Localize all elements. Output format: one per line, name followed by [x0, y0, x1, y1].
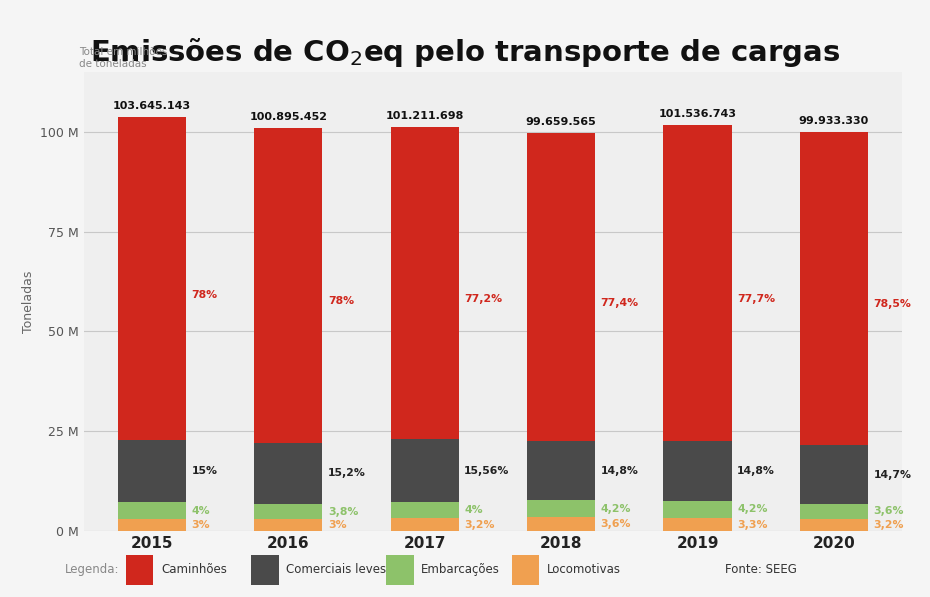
Text: 3,8%: 3,8%	[328, 507, 358, 516]
Bar	[118, 502, 186, 519]
Text: 77,4%: 77,4%	[601, 297, 639, 307]
FancyBboxPatch shape	[251, 555, 279, 585]
FancyBboxPatch shape	[512, 555, 539, 585]
Text: 103.645.143: 103.645.143	[113, 101, 191, 111]
Text: 77,2%: 77,2%	[464, 294, 502, 304]
Text: Total em milhões
de toneladas: Total em milhões de toneladas	[79, 47, 167, 69]
FancyBboxPatch shape	[126, 555, 153, 585]
Bar	[254, 128, 323, 442]
Bar	[527, 133, 595, 441]
Bar	[254, 519, 323, 531]
Bar	[254, 504, 323, 519]
Text: 78%: 78%	[192, 290, 218, 300]
Bar	[663, 501, 732, 518]
Bar	[391, 127, 458, 439]
Bar	[663, 125, 732, 441]
Text: 3,6%: 3,6%	[601, 519, 631, 529]
Text: 100.895.452: 100.895.452	[249, 112, 327, 122]
Text: 78%: 78%	[328, 296, 354, 306]
Text: 77,7%: 77,7%	[737, 294, 776, 304]
Text: 3,2%: 3,2%	[464, 520, 495, 530]
Text: Legenda:: Legenda:	[65, 562, 120, 576]
Bar	[391, 502, 458, 518]
Text: 101.211.698: 101.211.698	[386, 111, 464, 121]
Bar	[118, 440, 186, 502]
Text: 4,2%: 4,2%	[737, 504, 767, 515]
Text: 3,3%: 3,3%	[737, 519, 767, 530]
Bar	[118, 519, 186, 531]
Text: 101.536.743: 101.536.743	[658, 109, 737, 119]
Text: 4%: 4%	[464, 505, 483, 515]
Text: 99.659.565: 99.659.565	[525, 117, 596, 127]
Text: Caminhões: Caminhões	[161, 562, 227, 576]
Bar	[118, 117, 186, 440]
Text: 78,5%: 78,5%	[873, 299, 911, 309]
Text: Embarcações: Embarcações	[421, 562, 500, 576]
Bar	[800, 132, 868, 445]
FancyBboxPatch shape	[386, 555, 414, 585]
Bar	[800, 504, 868, 519]
Text: 99.933.330: 99.933.330	[799, 116, 869, 126]
Text: 4%: 4%	[192, 506, 210, 516]
Text: 3%: 3%	[192, 520, 210, 530]
Text: 15,2%: 15,2%	[328, 468, 365, 478]
Text: 14,8%: 14,8%	[737, 466, 775, 476]
Text: 3,6%: 3,6%	[873, 506, 904, 516]
Bar	[254, 442, 323, 504]
Text: 15%: 15%	[192, 466, 218, 476]
Bar	[663, 441, 732, 501]
Bar	[527, 500, 595, 517]
Text: Comerciais leves: Comerciais leves	[286, 562, 387, 576]
Text: 4,2%: 4,2%	[601, 504, 631, 513]
Text: Fonte: SEEG: Fonte: SEEG	[725, 562, 797, 576]
Y-axis label: Toneladas: Toneladas	[21, 270, 34, 333]
Text: 3%: 3%	[328, 520, 347, 530]
Text: Locomotivas: Locomotivas	[547, 562, 621, 576]
Bar	[391, 518, 458, 531]
Text: Emissões de CO$_2$eq pelo transporte de cargas: Emissões de CO$_2$eq pelo transporte de …	[90, 36, 840, 69]
Bar	[663, 518, 732, 531]
Bar	[527, 517, 595, 531]
Bar	[800, 445, 868, 504]
Text: 3,2%: 3,2%	[873, 520, 904, 530]
Text: 15,56%: 15,56%	[464, 466, 510, 476]
Text: 14,8%: 14,8%	[601, 466, 639, 476]
Bar	[527, 441, 595, 500]
Bar	[391, 439, 458, 502]
Text: 14,7%: 14,7%	[873, 470, 911, 480]
Bar	[800, 519, 868, 531]
